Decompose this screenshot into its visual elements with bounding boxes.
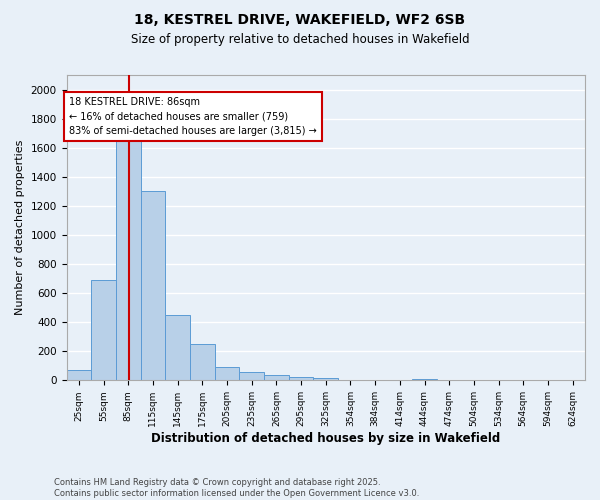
Bar xyxy=(165,315,190,380)
Bar xyxy=(412,379,437,380)
Bar xyxy=(91,280,116,380)
Bar xyxy=(239,372,264,380)
Bar xyxy=(264,376,289,380)
Y-axis label: Number of detached properties: Number of detached properties xyxy=(15,140,25,316)
Bar xyxy=(116,139,140,380)
Text: 18, KESTREL DRIVE, WAKEFIELD, WF2 6SB: 18, KESTREL DRIVE, WAKEFIELD, WF2 6SB xyxy=(134,12,466,26)
Text: Contains HM Land Registry data © Crown copyright and database right 2025.
Contai: Contains HM Land Registry data © Crown c… xyxy=(54,478,419,498)
Bar xyxy=(67,370,91,380)
Bar xyxy=(313,378,338,380)
Bar xyxy=(215,366,239,380)
Text: Size of property relative to detached houses in Wakefield: Size of property relative to detached ho… xyxy=(131,32,469,46)
Bar xyxy=(289,378,313,380)
X-axis label: Distribution of detached houses by size in Wakefield: Distribution of detached houses by size … xyxy=(151,432,500,445)
Bar xyxy=(140,192,165,380)
Text: 18 KESTREL DRIVE: 86sqm
← 16% of detached houses are smaller (759)
83% of semi-d: 18 KESTREL DRIVE: 86sqm ← 16% of detache… xyxy=(69,97,317,136)
Bar xyxy=(190,344,215,381)
